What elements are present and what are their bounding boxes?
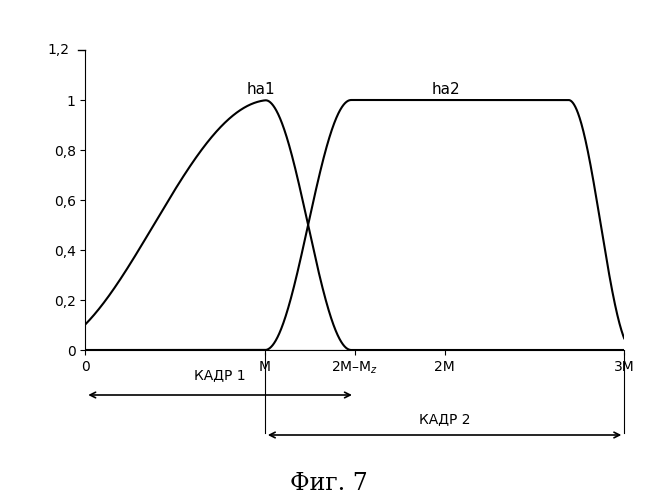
Text: КАДР 1: КАДР 1 (194, 368, 246, 382)
Text: ha1: ha1 (247, 82, 276, 97)
Text: 1,2: 1,2 (47, 43, 69, 57)
Text: КАДР 2: КАДР 2 (419, 412, 470, 426)
Text: ha2: ha2 (432, 82, 461, 97)
Text: Фиг. 7: Фиг. 7 (290, 472, 367, 495)
